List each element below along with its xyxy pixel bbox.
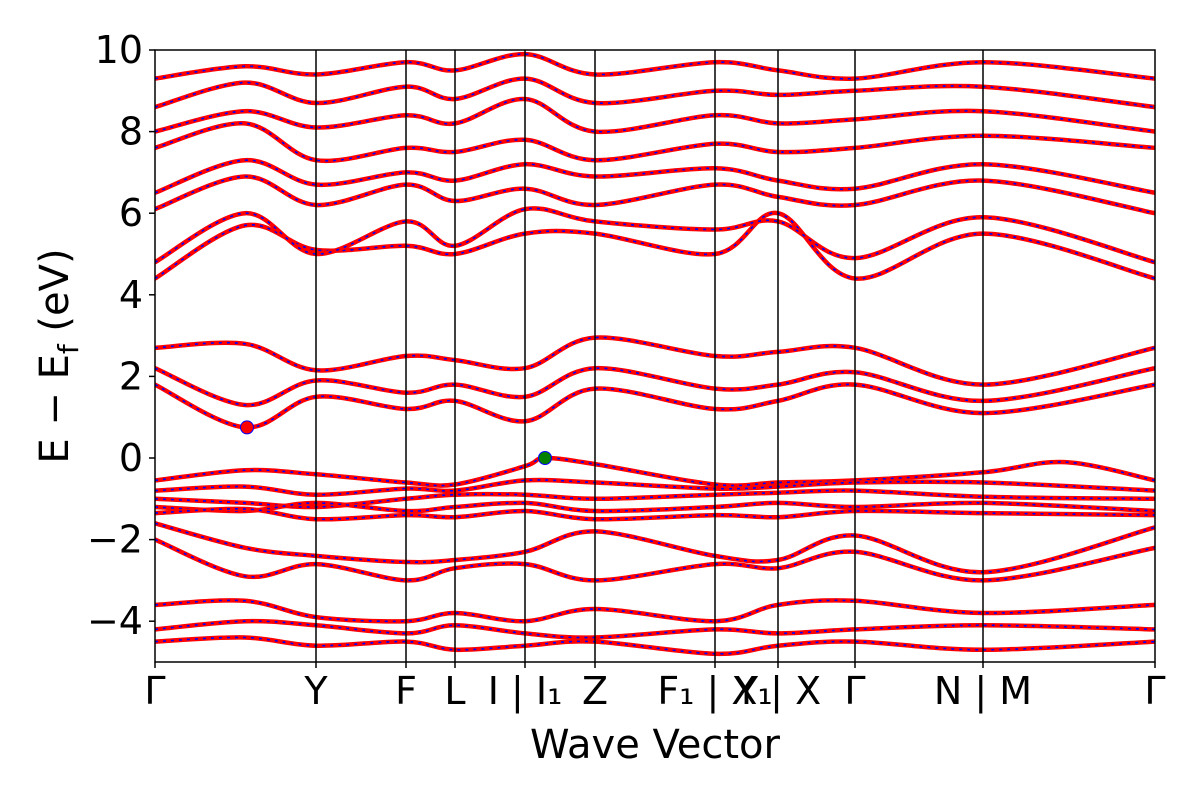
x-tick-label-8: Y | X	[734, 669, 821, 714]
band-line-17	[155, 157, 1155, 196]
band-overlay-12	[155, 367, 1155, 406]
x-tick-label-5: I | I₁	[488, 669, 563, 714]
band-overlay-1	[155, 457, 1155, 487]
y-axis-label-unit: (eV)	[32, 248, 78, 344]
high-symmetry-lines	[315, 50, 984, 662]
y-tick-label-8: 10	[95, 28, 143, 72]
band-overlay-8	[155, 599, 1155, 623]
band-overlay-11	[155, 383, 1155, 429]
x-tick-label-3: F	[395, 669, 417, 713]
x-tick-label-4: L	[444, 669, 465, 713]
band-overlay-2	[155, 479, 1155, 496]
y-axis-label-main: E − E	[32, 354, 78, 464]
band-line-3	[155, 488, 1155, 510]
x-tick-label-11: Γ	[1144, 669, 1165, 713]
markers-layer	[240, 420, 552, 465]
band-overlay-5	[155, 508, 1155, 521]
y-tick-label-6: 6	[119, 191, 143, 235]
x-axis-label: Wave Vector	[530, 722, 781, 768]
y-tick-label-1: −4	[87, 599, 143, 643]
x-tick-label-2: Y	[303, 669, 328, 713]
y-axis-label-sub: f	[52, 343, 85, 354]
y-tick-label-2: −2	[87, 518, 143, 562]
band-overlay-4	[155, 502, 1155, 512]
x-tick-label-9: Γ	[844, 669, 865, 713]
y-tick-label-3: 0	[119, 436, 143, 480]
band-overlay-16	[155, 175, 1155, 214]
y-tick-label-5: 4	[119, 273, 143, 317]
cbm-marker	[240, 420, 254, 435]
y-axis-label: E − Ef (eV)	[32, 248, 85, 463]
vbm-marker	[538, 451, 552, 465]
y-axis: −4 −2 0 2 4 6 8 10	[87, 28, 155, 643]
band-overlay-18	[155, 122, 1155, 162]
x-tick-label-10: N | M	[934, 669, 1032, 714]
plot-frame	[154, 49, 1156, 663]
x-tick-label-1: Γ	[144, 669, 165, 713]
y-tick-label-4: 2	[119, 354, 143, 398]
x-tick-label-7: F₁ | X₁	[657, 669, 772, 714]
band-line-15	[155, 206, 1155, 265]
y-tick-label-7: 8	[119, 110, 143, 154]
x-tick-label-6: Z	[582, 669, 608, 713]
